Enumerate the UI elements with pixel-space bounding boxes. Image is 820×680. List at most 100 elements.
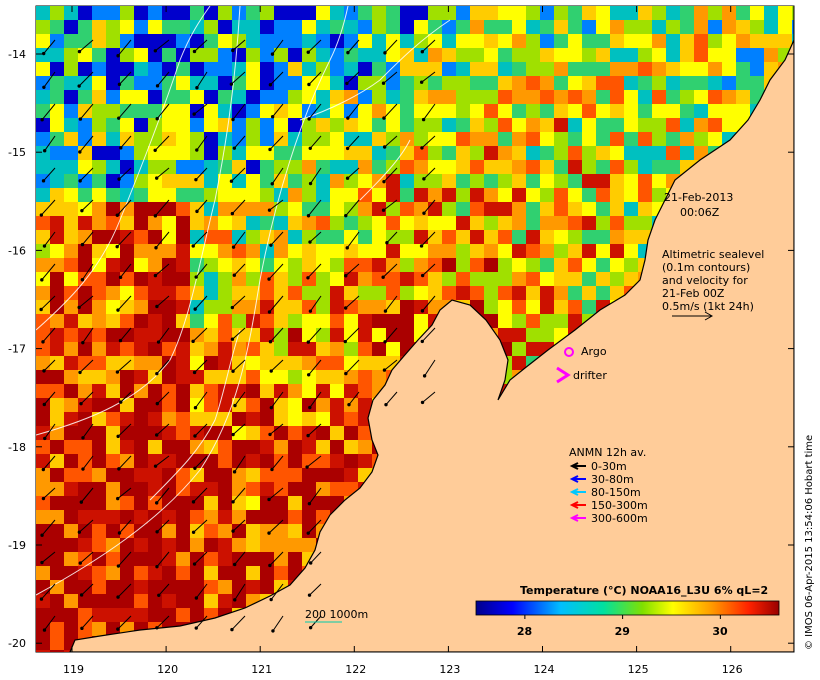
sst-cell <box>36 440 50 454</box>
sst-cell <box>484 258 498 272</box>
sst-cell <box>400 328 414 342</box>
sst-cell <box>64 230 78 244</box>
sst-cell <box>722 76 736 90</box>
legend-item-label: 30-80m <box>591 473 634 486</box>
sst-cell <box>148 384 162 398</box>
sst-cell <box>134 580 148 594</box>
sst-cell <box>610 216 624 230</box>
sst-cell <box>400 160 414 174</box>
velocity-arrow <box>424 359 436 377</box>
sst-cell <box>512 258 526 272</box>
sst-cell <box>498 202 512 216</box>
sst-cell <box>162 104 176 118</box>
sst-cell <box>92 328 106 342</box>
sst-cell <box>722 48 736 62</box>
sst-cell <box>400 118 414 132</box>
sst-cell <box>260 132 274 146</box>
lon-tick-label: 122 <box>345 663 366 676</box>
velocity-arrow-head <box>422 374 427 378</box>
sst-cell <box>78 300 92 314</box>
sst-cell <box>554 202 568 216</box>
velocity-arrow-head <box>193 406 198 410</box>
sst-cell <box>470 76 484 90</box>
velocity-arrow-head <box>192 370 197 375</box>
sst-cell <box>246 174 260 188</box>
lat-tick-label: -19 <box>8 539 26 552</box>
sst-cell <box>162 440 176 454</box>
velocity-arrow-head <box>116 595 120 599</box>
velocity-arrow-head <box>344 371 348 376</box>
sst-cell <box>330 384 344 398</box>
sst-cell <box>372 342 386 356</box>
sst-cell <box>78 230 92 244</box>
sst-cell <box>218 356 232 370</box>
sst-cell <box>554 314 568 328</box>
sst-cell <box>764 34 778 48</box>
sst-cell <box>708 20 722 34</box>
sst-cell <box>78 580 92 594</box>
sst-cell <box>274 160 288 174</box>
sst-cell <box>400 132 414 146</box>
velocity-arrow-head <box>230 337 235 341</box>
sst-cell <box>568 118 582 132</box>
sst-cell <box>204 426 218 440</box>
velocity-arrow <box>310 167 322 184</box>
velocity-arrow-head <box>116 54 120 58</box>
velocity-arrow-head <box>232 273 237 277</box>
sst-cell <box>162 146 176 160</box>
velocity-arrow <box>307 39 322 53</box>
sst-cell <box>358 314 372 328</box>
sst-cell <box>428 146 442 160</box>
sst-cell <box>624 146 638 160</box>
sst-cell <box>484 244 498 258</box>
sst-cell <box>148 426 162 440</box>
sst-cell <box>190 496 204 510</box>
sst-cell <box>204 188 218 202</box>
sst-cell <box>470 48 484 62</box>
sst-cell <box>316 202 330 216</box>
sst-cell <box>120 6 134 20</box>
sst-cell <box>218 20 232 34</box>
sst-cell <box>232 6 246 20</box>
legend-arrow-icon <box>569 488 579 496</box>
sst-cell <box>50 524 64 538</box>
sst-cell <box>372 76 386 90</box>
velocity-arrow <box>192 327 208 342</box>
sst-cell <box>442 244 456 258</box>
sst-cell <box>64 146 78 160</box>
sst-cell <box>92 188 106 202</box>
sst-cell <box>708 90 722 104</box>
sst-cell <box>162 76 176 90</box>
sst-cell <box>190 20 204 34</box>
sst-cell <box>344 356 358 370</box>
sst-cell <box>358 118 372 132</box>
sst-cell <box>232 580 246 594</box>
sst-cell <box>526 216 540 230</box>
sst-cell <box>274 258 288 272</box>
sst-cell <box>190 594 204 608</box>
velocity-arrow <box>41 551 56 563</box>
sst-cell <box>568 20 582 34</box>
sst-cell <box>428 174 442 188</box>
sst-cell <box>554 160 568 174</box>
sst-cell <box>106 34 120 48</box>
sst-cell <box>302 132 316 146</box>
velocity-arrow-head <box>270 52 275 56</box>
sst-cell <box>442 62 456 76</box>
sst-cell <box>204 118 218 132</box>
velocity-arrow <box>194 359 208 373</box>
lon-tick-label: 126 <box>722 663 743 676</box>
sst-cell <box>386 48 400 62</box>
sst-cell <box>64 510 78 524</box>
sst-cell <box>414 188 428 202</box>
sst-cell <box>666 118 680 132</box>
sst-cell <box>358 244 372 258</box>
sst-cell <box>526 132 540 146</box>
sst-cell <box>148 300 162 314</box>
sst-cell <box>92 622 106 636</box>
sst-cell <box>246 328 260 342</box>
sst-cell <box>204 48 218 62</box>
lat-tick-label: -20 <box>8 637 26 650</box>
sst-cell <box>106 286 120 300</box>
sst-cell <box>64 258 78 272</box>
